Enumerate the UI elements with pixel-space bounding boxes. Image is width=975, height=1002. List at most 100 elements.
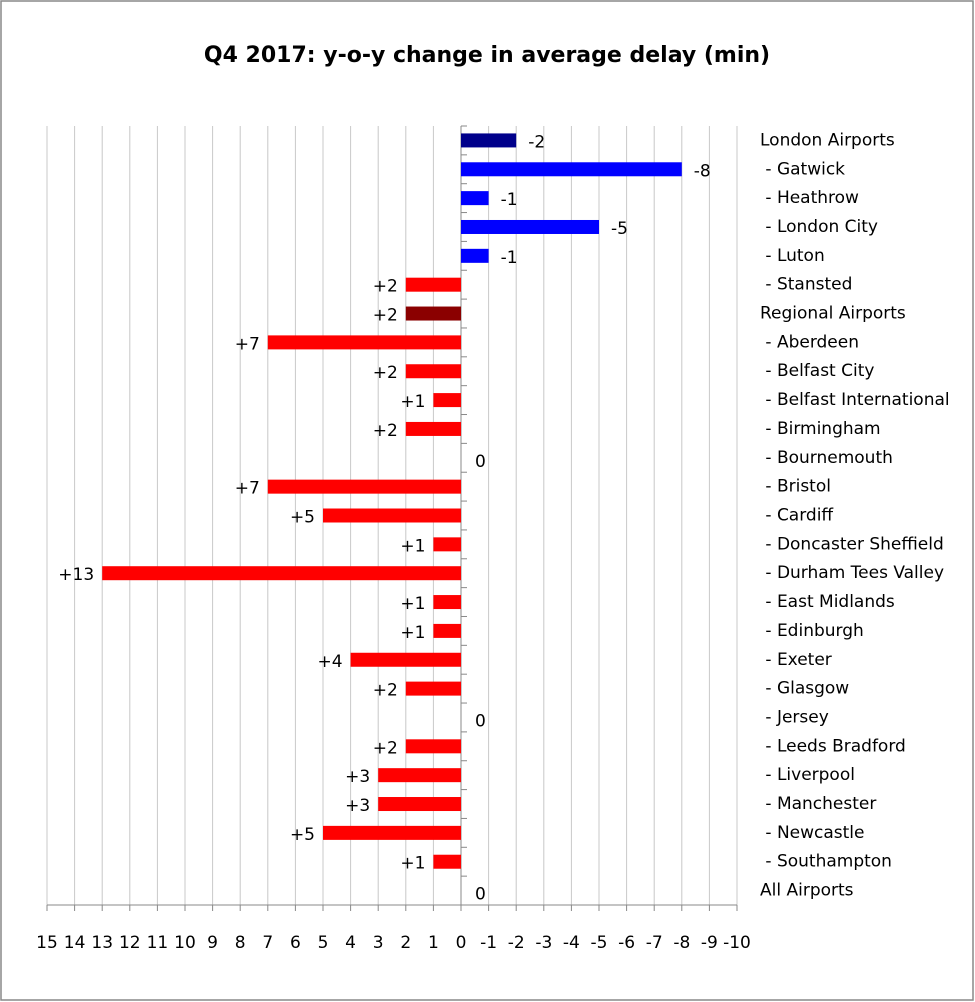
bar — [461, 191, 489, 206]
bar — [461, 248, 489, 263]
value-label: +1 — [400, 594, 425, 614]
value-label: +2 — [373, 363, 398, 383]
bar — [405, 421, 461, 436]
bar — [461, 133, 517, 148]
value-label: 0 — [475, 452, 486, 472]
category-label: - Glasgow — [760, 679, 849, 699]
category-label: - Cardiff — [760, 506, 834, 526]
category-label: - Belfast International — [760, 390, 950, 410]
category-label: - Newcastle — [760, 823, 865, 843]
category-label: - Liverpool — [760, 765, 855, 785]
category-label: - Luton — [760, 246, 825, 266]
value-label: 0 — [475, 711, 486, 731]
x-tick-label: -3 — [535, 933, 552, 953]
x-tick-label: 10 — [174, 933, 196, 953]
x-tick-label: 12 — [119, 933, 141, 953]
bar — [350, 652, 461, 667]
category-label: - Jersey — [760, 707, 829, 727]
bar — [323, 508, 461, 523]
category-label: - Southampton — [760, 852, 892, 872]
bar — [405, 306, 461, 321]
bar — [461, 162, 682, 177]
category-label: - Edinburgh — [760, 621, 864, 641]
bar — [405, 739, 461, 754]
bar — [405, 277, 461, 292]
category-label: - Doncaster Sheffield — [760, 534, 944, 554]
x-tick-label: 14 — [64, 933, 86, 953]
bar — [433, 623, 461, 638]
value-label: +7 — [235, 334, 260, 354]
value-label: -1 — [501, 248, 518, 268]
bar — [461, 219, 599, 234]
x-tick-label: -2 — [508, 933, 525, 953]
category-label: - Belfast City — [760, 361, 874, 381]
category-label: London Airports — [760, 130, 895, 150]
value-label: +2 — [373, 738, 398, 758]
category-label: - London City — [760, 217, 878, 237]
value-label: +1 — [400, 392, 425, 412]
bar — [433, 393, 461, 408]
bar — [102, 566, 461, 581]
x-tick-label: 4 — [345, 933, 356, 953]
x-tick-label: 13 — [91, 933, 113, 953]
value-label: +13 — [58, 565, 94, 585]
x-tick-label: 5 — [318, 933, 329, 953]
bar — [378, 797, 461, 812]
x-tick-label: 2 — [400, 933, 411, 953]
value-label: -5 — [611, 219, 628, 239]
x-tick-label: 6 — [290, 933, 301, 953]
x-tick-label: -10 — [723, 933, 751, 953]
value-label: +1 — [400, 623, 425, 643]
value-label: +7 — [235, 479, 260, 499]
category-label: Regional Airports — [760, 304, 906, 324]
value-label: +2 — [373, 421, 398, 441]
bar — [433, 537, 461, 552]
x-tick-label: -5 — [591, 933, 608, 953]
value-label: 0 — [475, 885, 486, 905]
category-label: - Manchester — [760, 794, 876, 814]
value-label: +1 — [400, 536, 425, 556]
value-label: +3 — [345, 796, 370, 816]
value-label: +5 — [290, 508, 315, 528]
x-tick-label: -6 — [618, 933, 635, 953]
x-tick-label: 3 — [373, 933, 384, 953]
bar — [405, 681, 461, 696]
bar — [378, 768, 461, 783]
chart-title: Q4 2017: y-o-y change in average delay (… — [204, 43, 770, 68]
x-tick-label: -7 — [646, 933, 663, 953]
value-label: -2 — [528, 132, 545, 152]
value-label: +4 — [318, 652, 343, 672]
bar — [433, 854, 461, 869]
x-tick-label: 8 — [235, 933, 246, 953]
x-tick-label: 15 — [36, 933, 58, 953]
value-label: +5 — [290, 825, 315, 845]
category-label: - Leeds Bradford — [760, 736, 906, 756]
value-label: +2 — [373, 681, 398, 701]
bar — [267, 479, 461, 494]
bar — [433, 595, 461, 610]
category-label: - Gatwick — [760, 159, 845, 179]
value-label: -1 — [501, 190, 518, 210]
bar — [267, 335, 461, 350]
category-label: - Heathrow — [760, 188, 859, 208]
bar — [323, 825, 461, 840]
x-tick-label: 0 — [456, 933, 467, 953]
category-label: - Aberdeen — [760, 332, 859, 352]
x-tick-label: -9 — [701, 933, 718, 953]
x-tick-label: -1 — [480, 933, 497, 953]
x-tick-label: 1 — [428, 933, 439, 953]
x-tick-label: 7 — [262, 933, 273, 953]
value-label: -8 — [694, 161, 711, 181]
category-label: - Birmingham — [760, 419, 881, 439]
category-label: - Bristol — [760, 477, 831, 497]
x-tick-label: -8 — [673, 933, 690, 953]
category-label: All Airports — [760, 881, 854, 901]
category-label: - Exeter — [760, 650, 832, 670]
x-tick-label: 11 — [147, 933, 169, 953]
category-label: - Stansted — [760, 275, 852, 295]
x-tick-label: 9 — [207, 933, 218, 953]
bar — [405, 364, 461, 379]
